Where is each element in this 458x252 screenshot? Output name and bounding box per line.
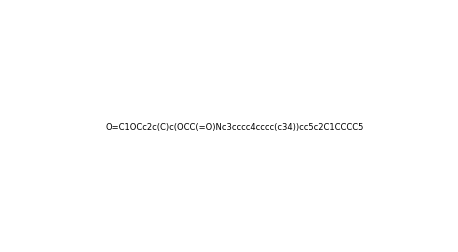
Text: O=C1OCc2c(C)c(OCC(=O)Nc3cccc4cccc(c34))cc5c2C1CCCC5: O=C1OCc2c(C)c(OCC(=O)Nc3cccc4cccc(c34))c… [105, 123, 364, 132]
